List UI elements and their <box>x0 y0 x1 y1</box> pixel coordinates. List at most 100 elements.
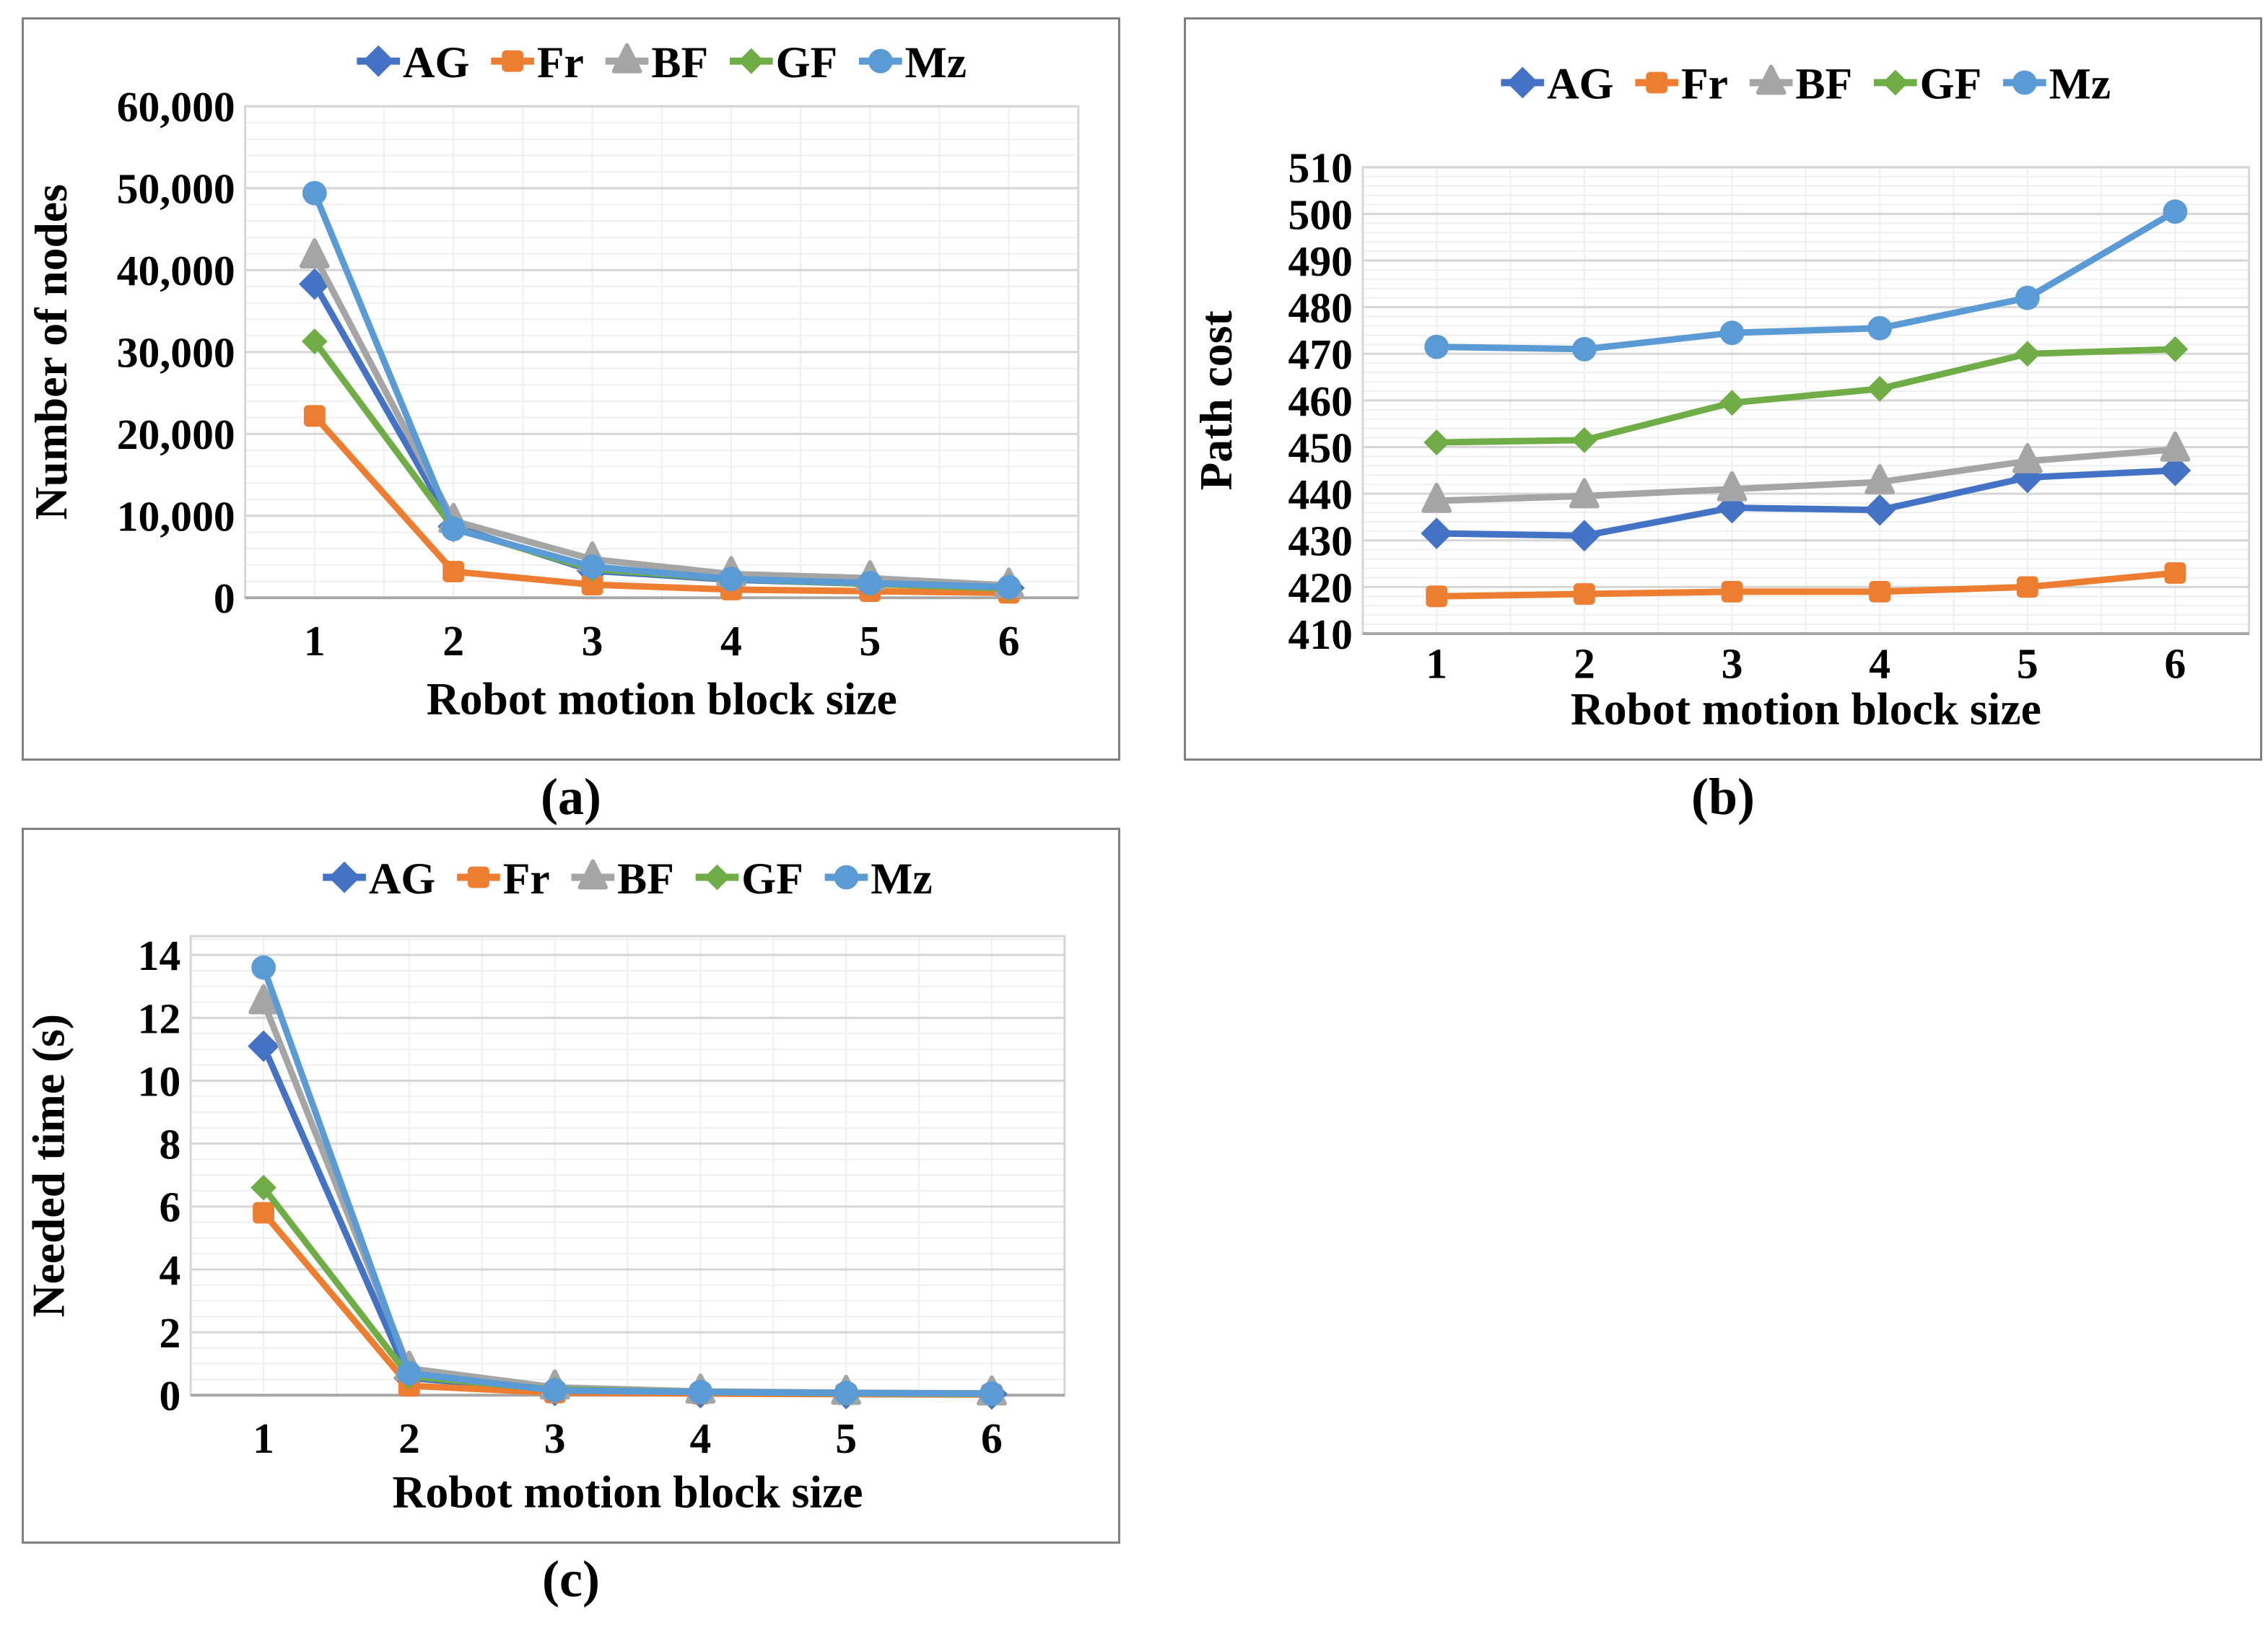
gridlines <box>245 105 1078 599</box>
legend-marker-Mz <box>834 865 859 890</box>
y-tick-label: 40,000 <box>117 247 235 294</box>
series-BF-line <box>1433 446 2178 504</box>
x-tick-label: 2 <box>442 617 464 665</box>
legend-label-GF: GF <box>776 38 838 87</box>
legend-marker-BF <box>1755 64 1787 95</box>
y-axis-tick-labels: 0 2 4 6 8 10 12 14 <box>138 932 181 1420</box>
series-Fr <box>1426 562 2186 608</box>
legend-marker-AG <box>328 861 360 893</box>
legend-marker-Mz <box>868 48 893 74</box>
y-tick-label: 410 <box>1288 611 1353 658</box>
legend-marker-Fr <box>1646 71 1668 94</box>
series-BF-marker <box>1569 478 1600 509</box>
y-tick-label: 510 <box>1288 144 1353 192</box>
legend-label-Mz: Mz <box>905 38 967 87</box>
legend-item-Fr: Fr <box>491 38 584 87</box>
series-BF-marker <box>1421 482 1452 513</box>
series-Fr-marker <box>1426 585 1448 608</box>
gridlines <box>191 936 1065 1396</box>
chart-panel-a: 0 10,000 20,000 30,000 40,000 50,000 60,000 1 2 3… <box>22 17 1120 761</box>
x-tick-label: 4 <box>690 1414 712 1462</box>
series-Mz-marker <box>441 517 466 541</box>
legend-label-AG: AG <box>369 854 435 904</box>
legend-item-GF: GF <box>1874 60 1981 109</box>
legend-marker-Mz <box>2012 70 2037 95</box>
legend-item-GF: GF <box>729 38 838 87</box>
series-Fr-marker <box>2016 576 2038 598</box>
series-GF-marker <box>2162 336 2189 362</box>
legend-marker-BF <box>611 43 642 74</box>
x-axis-tick-labels: 1 2 3 4 5 6 <box>304 617 1020 665</box>
x-tick-label: 1 <box>304 617 326 665</box>
y-tick-label: 8 <box>159 1121 180 1168</box>
x-tick-label: 3 <box>544 1414 566 1462</box>
y-tick-label: 0 <box>214 574 235 622</box>
series-GF-marker <box>1867 375 1893 402</box>
y-tick-label: 4 <box>159 1246 180 1294</box>
series-Fr-line <box>1433 569 2178 600</box>
legend-label-Mz: Mz <box>2049 60 2111 109</box>
y-tick-label: 2 <box>159 1309 180 1357</box>
x-tick-label: 2 <box>398 1414 420 1462</box>
legend-item-Fr: Fr <box>1635 60 1728 109</box>
x-tick-label: 5 <box>859 617 881 665</box>
legend-marker-AG <box>1506 66 1539 99</box>
series-Fr-marker <box>303 405 326 427</box>
gridlines <box>1362 166 2249 635</box>
series-GF-marker <box>1719 390 1745 416</box>
legend-item-BF: BF <box>605 38 708 87</box>
series-Mz-line <box>1433 208 2178 353</box>
series-Mz <box>302 180 1021 600</box>
x-tick-label: 6 <box>981 1414 1003 1462</box>
series-AG-marker <box>1421 517 1453 549</box>
series-Mz-marker <box>858 570 883 595</box>
legend-marker-GF <box>1882 69 1909 96</box>
series-Fr-marker <box>581 574 603 596</box>
y-tick-label: 10,000 <box>117 493 235 541</box>
y-tick-label: 430 <box>1288 517 1353 565</box>
series-AG-marker <box>1569 520 1600 552</box>
x-tick-label: 4 <box>720 617 742 665</box>
legend-label-BF: BF <box>617 854 674 904</box>
series-Mz-marker <box>1719 320 1745 346</box>
series-Mz-marker <box>834 1381 859 1406</box>
x-tick-label: 3 <box>1722 640 1743 688</box>
legend-label-GF: GF <box>1920 60 1982 109</box>
caption-b: (b) <box>1691 768 1755 826</box>
y-tick-label: 480 <box>1288 284 1353 332</box>
legend-label-Fr: Fr <box>503 854 550 904</box>
legend-label-Mz: Mz <box>871 854 933 904</box>
series-BF-marker <box>1717 471 1748 502</box>
legend-label-AG: AG <box>1547 60 1613 109</box>
legend-item-Mz: Mz <box>858 38 967 87</box>
y-axis-title: Needed time (s) <box>24 1014 74 1317</box>
series-Mz-marker <box>302 180 327 206</box>
series-GF-line <box>1433 346 2178 446</box>
y-tick-label: 10 <box>138 1057 181 1105</box>
series-Mz-marker <box>1571 336 1597 362</box>
series-AG-line <box>1433 467 2178 539</box>
x-tick-label: 1 <box>253 1414 274 1462</box>
series-Fr-marker <box>442 561 465 582</box>
y-tick-label: 6 <box>159 1184 180 1231</box>
legend-item-AG: AG <box>357 38 469 87</box>
series-Mz-marker <box>2015 285 2040 310</box>
y-tick-label: 500 <box>1288 191 1353 238</box>
series-Fr-marker <box>1573 583 1595 605</box>
x-tick-label: 3 <box>582 617 603 665</box>
series-Fr-line <box>311 412 1013 596</box>
y-tick-label: 30,000 <box>117 329 235 377</box>
series-Mz <box>1424 199 2188 362</box>
legend-label-BF: BF <box>1795 60 1852 109</box>
legend-item-Mz: Mz <box>2003 60 2111 109</box>
y-tick-label: 440 <box>1288 471 1353 518</box>
x-tick-label: 5 <box>2017 640 2038 688</box>
series-BF-marker <box>248 984 279 1015</box>
series-BF-marker <box>1864 464 1896 494</box>
x-tick-label: 1 <box>1426 640 1447 688</box>
legend-item-BF: BF <box>1749 60 1852 109</box>
line-chart-number-of-nodes: 0 10,000 20,000 30,000 40,000 50,000 60,000 1 2 3… <box>25 38 1080 724</box>
legend-marker-AG <box>362 45 395 77</box>
